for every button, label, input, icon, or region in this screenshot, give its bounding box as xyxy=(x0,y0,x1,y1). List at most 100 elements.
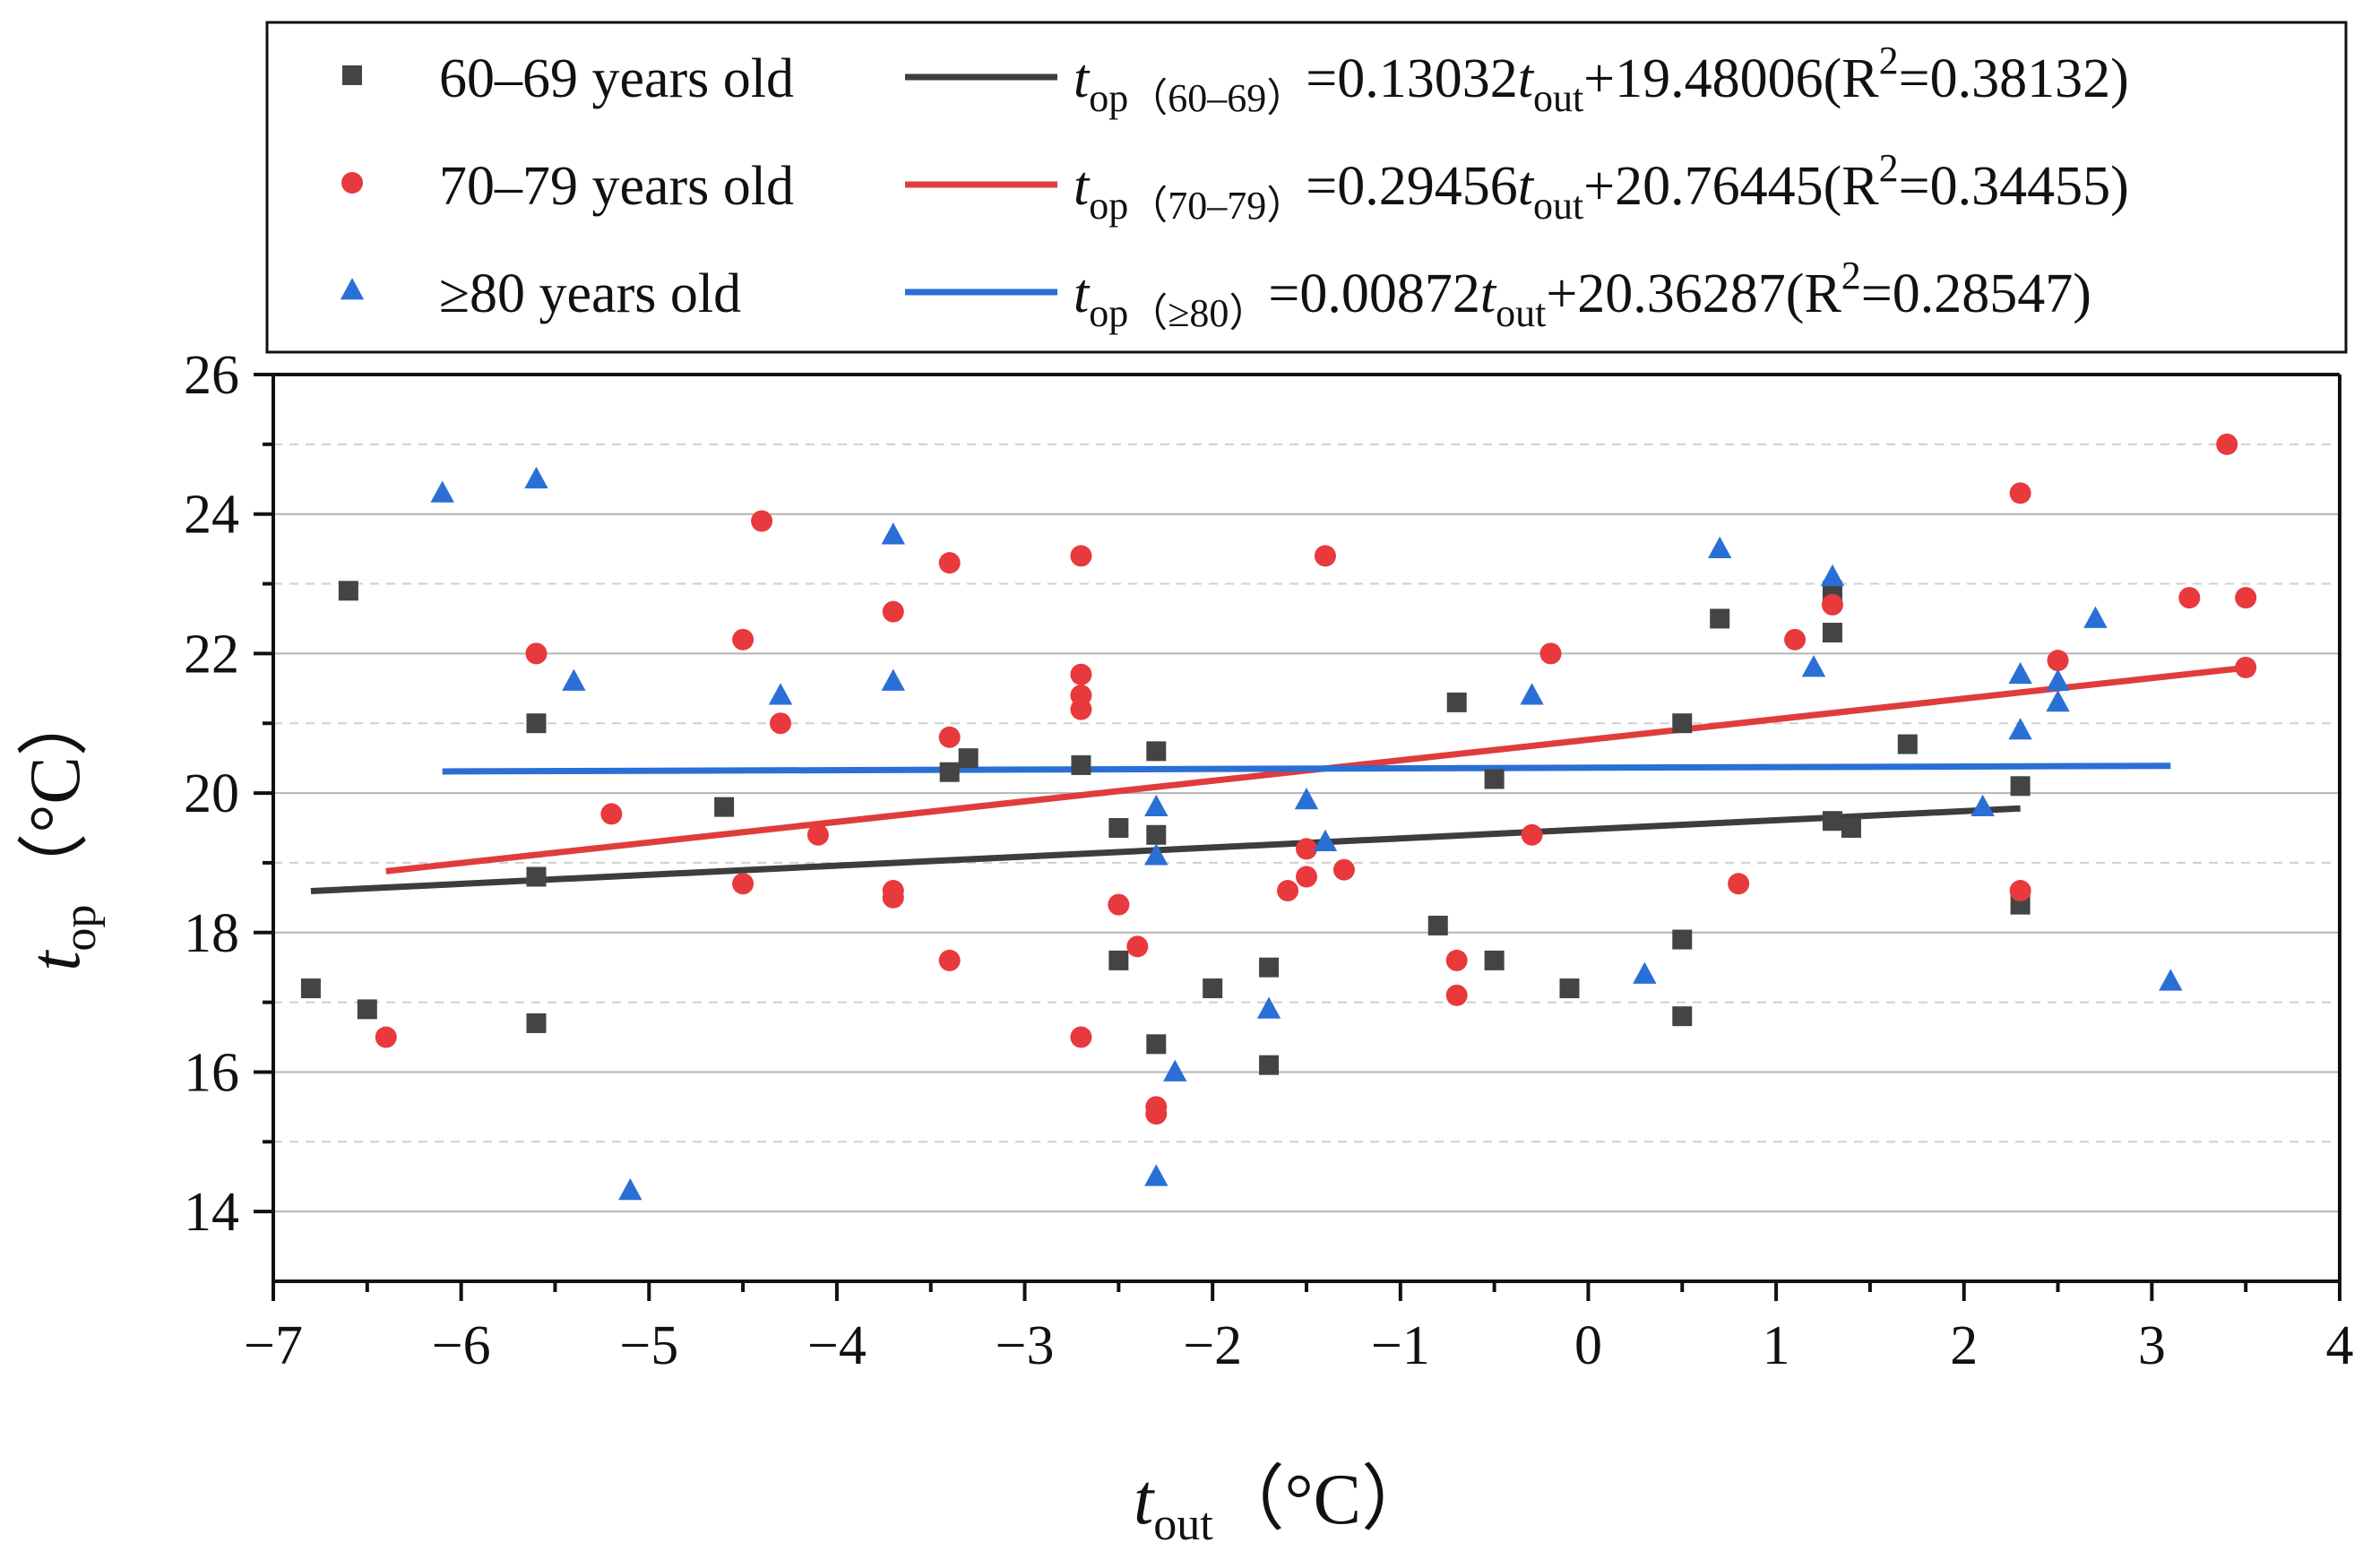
x-tick-label: 0 xyxy=(1574,1315,1602,1376)
eq-sub-group: （≥80） xyxy=(1128,291,1268,335)
data-point xyxy=(1108,893,1130,916)
data-point xyxy=(1108,818,1129,838)
data-point xyxy=(1259,1055,1280,1075)
data-point xyxy=(1445,949,1468,971)
x-tick-label: −5 xyxy=(619,1315,678,1376)
legend-equation: top（60–69）=0.13032tout+19.48006(R2=0.381… xyxy=(1074,39,2129,120)
data-point xyxy=(1126,935,1149,958)
data-point xyxy=(1672,713,1693,734)
data-point xyxy=(618,1177,642,1201)
data-point xyxy=(1841,818,1861,838)
data-point xyxy=(1784,628,1807,651)
data-point xyxy=(1259,957,1280,978)
data-point xyxy=(1801,655,1826,677)
data-point xyxy=(1296,866,1317,888)
data-point xyxy=(1822,623,1842,643)
legend-equation: top（70–79）=0.29456tout+20.76445(R2=0.344… xyxy=(1074,146,2129,228)
eq-sup: 2 xyxy=(1841,254,1861,297)
eq-sub-op: op xyxy=(1089,184,1128,228)
data-point xyxy=(1521,823,1543,846)
data-point xyxy=(1484,950,1505,970)
x-axis-title-sub: out xyxy=(1153,1499,1213,1550)
eq-coef: =0.00872 xyxy=(1268,263,1479,324)
eq-sub-op: op xyxy=(1089,76,1128,120)
data-point xyxy=(1070,663,1092,685)
legend-box xyxy=(265,21,2348,354)
data-point xyxy=(1146,1034,1167,1055)
data-point xyxy=(1071,754,1091,775)
x-tick-label: 2 xyxy=(1950,1315,1978,1376)
y-tick-label: 22 xyxy=(184,624,239,685)
x-tick-label: 1 xyxy=(1763,1315,1790,1376)
y-tick-label: 14 xyxy=(184,1182,239,1243)
eq-r2: =0.28547) xyxy=(1861,263,2091,324)
data-point xyxy=(2008,718,2032,740)
eq-intercept: +19.48006(R xyxy=(1583,48,1879,109)
data-point xyxy=(881,668,905,691)
data-point xyxy=(1294,788,1319,810)
data-point xyxy=(2009,482,2031,504)
data-point xyxy=(1144,794,1168,817)
x-tick-label: −7 xyxy=(244,1315,303,1376)
data-point xyxy=(2159,969,2183,991)
data-point xyxy=(1897,734,1918,754)
data-point xyxy=(2010,776,2031,797)
y-axis-title-unit: （°C） xyxy=(16,685,95,904)
eq-coef: =0.13032 xyxy=(1306,48,1517,109)
legend-label: 70–79 years old xyxy=(439,156,794,217)
data-point xyxy=(1559,978,1580,999)
data-point xyxy=(2047,650,2069,672)
data-points xyxy=(300,433,2257,1201)
eq-r2: =0.34455) xyxy=(1899,156,2129,217)
data-point xyxy=(1256,996,1281,1019)
data-point xyxy=(938,726,961,748)
data-point xyxy=(1070,1026,1092,1048)
data-point xyxy=(1203,978,1223,999)
data-point xyxy=(562,668,586,691)
legend-label: 60–69 years old xyxy=(439,48,794,109)
data-point xyxy=(300,978,321,999)
x-tick-label: −6 xyxy=(432,1315,491,1376)
eq-r2: =0.38132) xyxy=(1899,48,2129,109)
eq-t: t xyxy=(1074,48,1091,109)
data-point xyxy=(1710,608,1730,629)
data-point xyxy=(1708,536,1732,559)
legend-marker xyxy=(342,65,362,85)
eq-sub-group: （70–79） xyxy=(1128,184,1306,228)
data-point xyxy=(2008,661,2032,685)
data-point xyxy=(2046,668,2070,691)
data-point xyxy=(806,823,829,846)
data-point xyxy=(357,999,377,1020)
data-point xyxy=(714,797,735,817)
data-point xyxy=(939,762,960,782)
data-point xyxy=(1728,873,1750,895)
data-point xyxy=(1520,683,1544,705)
data-point xyxy=(600,803,623,825)
data-point xyxy=(2046,690,2070,712)
data-point xyxy=(1313,829,1338,851)
data-point xyxy=(1970,794,1995,817)
data-point xyxy=(768,683,793,705)
data-point xyxy=(1820,564,1845,587)
eq-t: t xyxy=(1074,263,1091,324)
data-point xyxy=(430,480,454,503)
gridlines xyxy=(273,443,2340,1213)
y-tick-label: 18 xyxy=(184,903,239,964)
data-point xyxy=(1146,824,1167,845)
eq-sub-out: out xyxy=(1496,291,1546,335)
data-point xyxy=(524,466,548,489)
legend-marker xyxy=(341,172,363,194)
fit-line xyxy=(442,763,2171,775)
data-point xyxy=(1277,880,1299,902)
y-tick-label: 24 xyxy=(184,485,239,546)
data-point xyxy=(1163,1059,1187,1081)
data-point xyxy=(1633,961,1657,984)
data-point xyxy=(1070,545,1092,567)
eq-intercept: +20.36287(R xyxy=(1546,263,1841,324)
data-point xyxy=(1427,915,1448,935)
x-axis-title-main: t xyxy=(1134,1461,1155,1539)
data-point xyxy=(1108,950,1129,970)
legend-marker xyxy=(340,278,365,300)
eq-coef: =0.29456 xyxy=(1306,156,1517,217)
